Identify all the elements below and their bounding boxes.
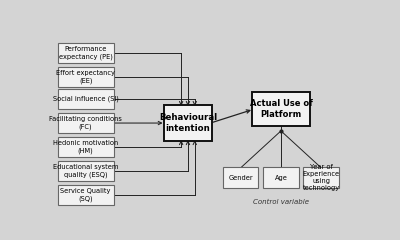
- Text: Actual Use of
Platform: Actual Use of Platform: [250, 100, 312, 119]
- FancyBboxPatch shape: [58, 185, 114, 205]
- Text: Educational system
quality (ESQ): Educational system quality (ESQ): [53, 164, 118, 178]
- Text: Facilitating conditions
(FC): Facilitating conditions (FC): [49, 116, 122, 130]
- Text: Performance
expectancy (PE): Performance expectancy (PE): [59, 46, 112, 60]
- FancyBboxPatch shape: [263, 167, 299, 188]
- Text: Age: Age: [274, 174, 287, 180]
- Text: Social influence (SI): Social influence (SI): [53, 96, 118, 102]
- Text: Effort expectancy
(EE): Effort expectancy (EE): [56, 70, 115, 84]
- FancyBboxPatch shape: [58, 113, 114, 133]
- Text: Control variable: Control variable: [253, 198, 309, 204]
- FancyBboxPatch shape: [58, 137, 114, 157]
- FancyBboxPatch shape: [58, 67, 114, 87]
- Text: Gender: Gender: [228, 174, 253, 180]
- FancyBboxPatch shape: [58, 161, 114, 181]
- FancyBboxPatch shape: [58, 43, 114, 63]
- FancyBboxPatch shape: [164, 105, 212, 141]
- FancyBboxPatch shape: [58, 89, 114, 109]
- Text: Behavioural
intention: Behavioural intention: [159, 113, 217, 133]
- Text: Year of
Experience
using
technology: Year of Experience using technology: [303, 164, 340, 191]
- Text: Service Quality
(SQ): Service Quality (SQ): [60, 188, 111, 202]
- FancyBboxPatch shape: [223, 167, 258, 188]
- FancyBboxPatch shape: [304, 167, 339, 188]
- FancyBboxPatch shape: [252, 92, 310, 126]
- Text: Hedonic motivation
(HM): Hedonic motivation (HM): [53, 140, 118, 154]
